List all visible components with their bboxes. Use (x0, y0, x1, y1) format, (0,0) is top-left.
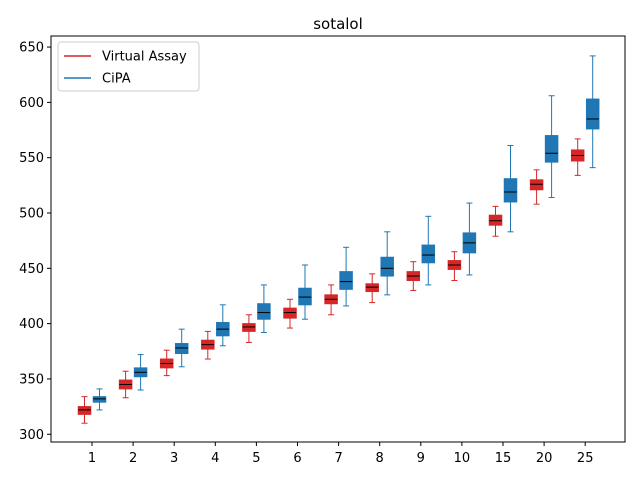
x-tick-label: 25 (577, 451, 594, 466)
box-cipa-15 (503, 145, 518, 233)
axes: 300 350 400 450 500 550 600 650 1 2 3 4 5 6 7 8 9 10 15 20 2… (19, 35, 626, 466)
box-body (365, 283, 379, 293)
box-cipa-20 (544, 95, 559, 199)
chart-title: sotalol (313, 15, 363, 33)
x-tick-label: 6 (293, 451, 301, 466)
y-tick-label: 550 (19, 151, 44, 166)
box-body (503, 178, 518, 203)
y-tick-label: 300 (19, 428, 44, 443)
box-cipa-10 (462, 202, 477, 276)
y-tick-label: 500 (19, 207, 44, 222)
x-tick-label: 8 (376, 451, 384, 466)
x-tick-label: 4 (211, 451, 219, 466)
box-body (339, 271, 353, 290)
box-body (529, 179, 544, 191)
x-tick-label: 15 (495, 451, 512, 466)
box-virtual-assay-6 (283, 298, 297, 329)
x-tick-label: 7 (334, 451, 342, 466)
box-cipa-8 (380, 231, 394, 296)
box-body (283, 307, 297, 319)
box-cipa-2 (133, 354, 148, 391)
box-virtual-assay-20 (529, 169, 544, 205)
box-body (77, 406, 92, 415)
box-cipa-5 (257, 284, 271, 333)
box-body (242, 323, 256, 332)
box-body (585, 98, 600, 130)
axes-frame (50, 35, 626, 443)
plot-area (77, 55, 600, 424)
legend-box (57, 41, 200, 92)
x-tick-label: 2 (129, 451, 137, 466)
box-cipa-6 (298, 264, 312, 320)
box-body (92, 396, 107, 403)
box-body (380, 256, 394, 277)
box-virtual-assay-8 (365, 273, 379, 304)
legend-label: CiPA (102, 72, 131, 87)
box-body (488, 214, 503, 226)
box-virtual-assay-10 (447, 251, 462, 281)
y-tick-label: 650 (19, 41, 44, 56)
box-body (174, 343, 189, 354)
box-virtual-assay-7 (324, 284, 338, 316)
box-body (257, 303, 271, 320)
y-tick-label: 600 (19, 96, 44, 111)
box-cipa-3 (174, 328, 189, 368)
x-tick-label: 3 (170, 451, 178, 466)
box-cipa-7 (339, 246, 353, 307)
y-tick-label: 450 (19, 262, 44, 277)
box-virtual-assay-2 (118, 370, 133, 399)
box-cipa-1 (92, 388, 107, 411)
box-body (421, 244, 436, 264)
box-virtual-assay-15 (488, 205, 503, 237)
legend-label: Virtual Assay (102, 50, 187, 65)
x-tick-label: 1 (88, 451, 96, 466)
x-tick-label: 10 (454, 451, 471, 466)
legend: Virtual Assay CiPA (57, 41, 200, 92)
box-cipa-25 (585, 55, 600, 169)
x-tick-label: 9 (417, 451, 425, 466)
box-virtual-assay-4 (201, 330, 215, 360)
x-tick-label: 20 (536, 451, 553, 466)
box-body (544, 135, 559, 163)
box-cipa-4 (216, 304, 230, 347)
box-body (298, 287, 312, 306)
box-virtual-assay-25 (570, 138, 585, 176)
box-cipa-9 (421, 215, 436, 286)
box-virtual-assay-9 (406, 261, 421, 291)
y-tick-label: 400 (19, 317, 44, 332)
y-tick-label: 350 (19, 372, 44, 387)
x-tick-label: 5 (252, 451, 260, 466)
box-virtual-assay-5 (242, 314, 256, 343)
box-virtual-assay-1 (77, 396, 92, 424)
box-virtual-assay-3 (159, 349, 174, 377)
